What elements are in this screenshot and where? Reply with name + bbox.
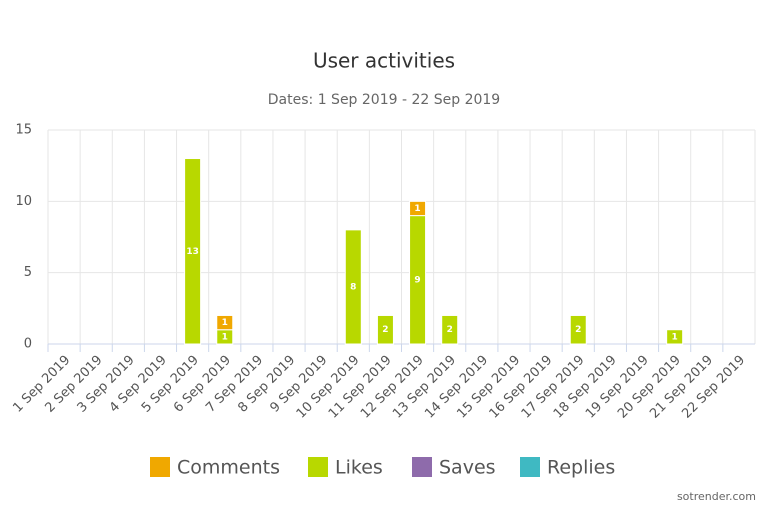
data-label: 2 [575, 325, 581, 335]
data-label: 8 [350, 282, 356, 292]
y-tick-label: 10 [15, 194, 32, 209]
chart-subtitle: Dates: 1 Sep 2019 - 22 Sep 2019 [268, 92, 500, 108]
legend-swatch[interactable] [520, 457, 540, 477]
bar-segment [441, 314, 459, 345]
legend-swatch[interactable] [308, 457, 328, 477]
y-tick-label: 5 [24, 265, 32, 280]
data-label: 2 [447, 325, 453, 335]
data-label: 9 [414, 275, 420, 285]
legend-label[interactable]: Likes [335, 457, 383, 479]
legend-label[interactable]: Saves [439, 457, 496, 479]
bar-segment [184, 158, 202, 345]
bar-segment [569, 314, 587, 345]
bar-segment [376, 314, 394, 345]
bar-segment [666, 329, 684, 345]
bar-segment [409, 200, 427, 217]
bar-segment [216, 314, 234, 331]
legend-swatch[interactable] [412, 457, 432, 477]
legend-label[interactable]: Replies [547, 457, 615, 479]
data-label: 2 [382, 325, 388, 335]
bar-segment [344, 229, 362, 345]
data-label: 1 [414, 204, 420, 214]
data-label: 1 [222, 332, 228, 342]
legend-label[interactable]: Comments [177, 457, 280, 479]
chart-title: User activities [313, 49, 455, 73]
data-label: 1 [672, 332, 678, 342]
legend-swatch[interactable] [150, 457, 170, 477]
data-label: 1 [222, 318, 228, 328]
data-label: 13 [186, 247, 199, 257]
y-tick-label: 0 [24, 337, 32, 352]
footer: sotrender.com [677, 490, 756, 503]
y-tick-label: 15 [15, 123, 32, 138]
